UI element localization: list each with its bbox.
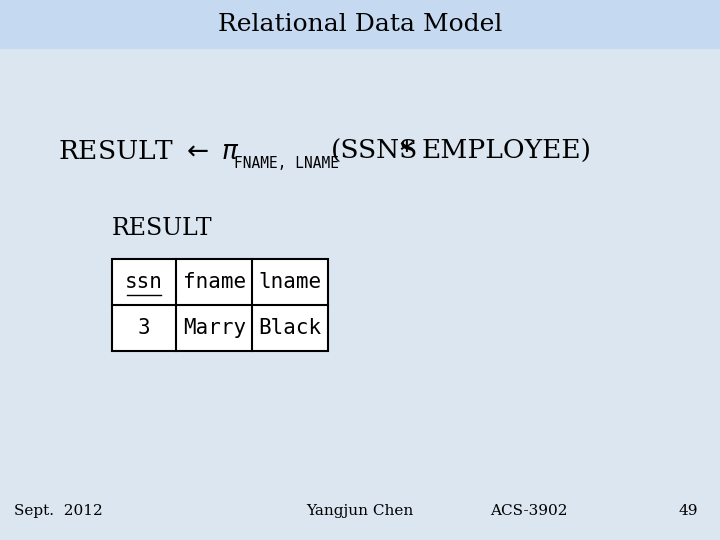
Text: Black: Black: [258, 318, 321, 338]
Text: lname: lname: [258, 272, 321, 292]
Text: Relational Data Model: Relational Data Model: [218, 13, 502, 36]
Text: Marry: Marry: [183, 318, 246, 338]
FancyBboxPatch shape: [0, 0, 720, 49]
Bar: [112, 259, 328, 351]
Text: fname: fname: [183, 272, 246, 292]
Text: EMPLOYEE): EMPLOYEE): [421, 139, 591, 164]
Text: FNAME, LNAME: FNAME, LNAME: [234, 156, 339, 171]
Text: Yangjun Chen: Yangjun Chen: [307, 504, 413, 518]
Text: 3: 3: [138, 318, 150, 338]
Text: RESULT $\leftarrow$ $\pi$: RESULT $\leftarrow$ $\pi$: [58, 139, 240, 164]
Text: 49: 49: [679, 504, 698, 518]
Text: RESULT: RESULT: [112, 217, 212, 240]
Text: *: *: [400, 139, 413, 164]
Text: Sept.  2012: Sept. 2012: [14, 504, 103, 518]
Text: ssn: ssn: [125, 272, 163, 292]
Text: (SSNS: (SSNS: [331, 139, 418, 164]
Text: ACS-3902: ACS-3902: [490, 504, 567, 518]
